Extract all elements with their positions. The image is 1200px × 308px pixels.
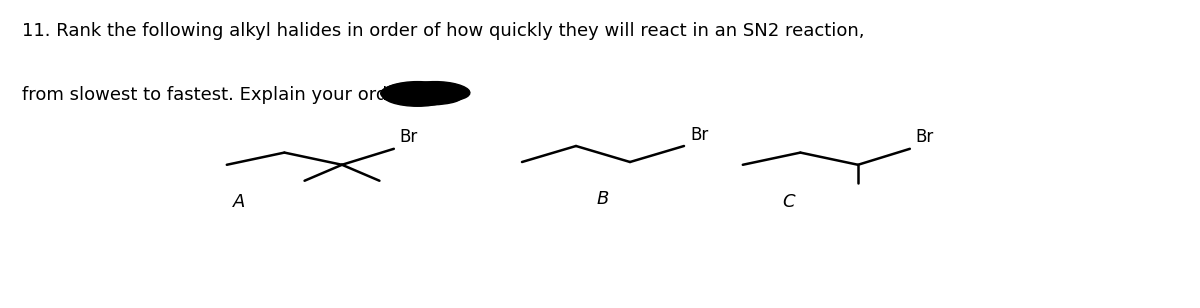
- Ellipse shape: [382, 82, 454, 106]
- Ellipse shape: [396, 88, 463, 105]
- Text: from slowest to fastest. Explain your order.: from slowest to fastest. Explain your or…: [22, 86, 409, 104]
- Text: A: A: [233, 193, 245, 211]
- Text: C: C: [782, 193, 794, 211]
- Text: Br: Br: [690, 127, 708, 144]
- Text: Br: Br: [400, 128, 418, 146]
- Text: 11. Rank the following alkyl halides in order of how quickly they will react in : 11. Rank the following alkyl halides in …: [22, 22, 864, 39]
- Text: Br: Br: [916, 128, 934, 146]
- Ellipse shape: [408, 82, 470, 101]
- Ellipse shape: [398, 83, 449, 98]
- Text: B: B: [596, 190, 610, 208]
- Ellipse shape: [380, 83, 436, 102]
